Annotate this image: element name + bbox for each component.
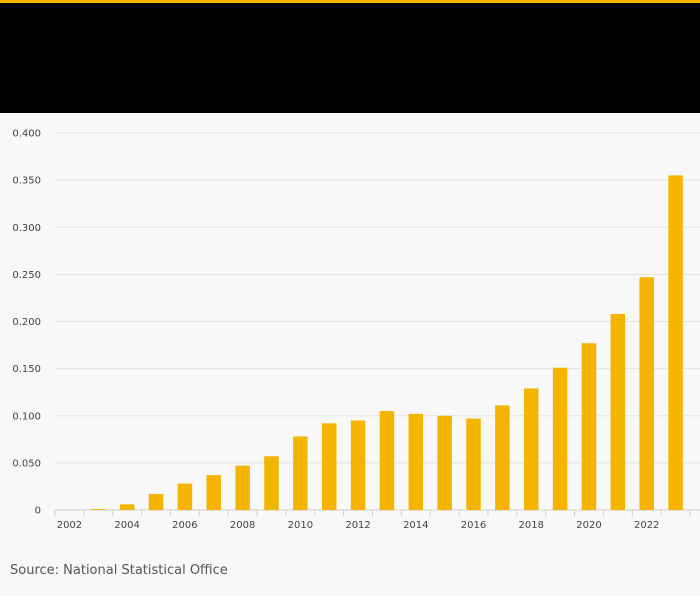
y-tick-label: 0.050 [12, 458, 41, 469]
bars [91, 175, 683, 510]
y-tick-label: 0.400 [12, 129, 41, 140]
bar-2008 [235, 465, 250, 510]
y-tick-label: 0.250 [12, 270, 41, 281]
x-tick-label: 2004 [114, 520, 139, 531]
bar-2017 [495, 405, 510, 510]
bar-2012 [350, 420, 366, 510]
bar-2021 [610, 313, 626, 510]
bar-2004 [119, 504, 135, 510]
bar-2018 [524, 388, 539, 510]
header-band [0, 3, 700, 113]
bar-2015 [437, 415, 452, 510]
y-tick-label: 0.350 [12, 176, 41, 187]
x-tick-label: 2018 [519, 520, 544, 531]
x-tick-label: 2022 [634, 520, 659, 531]
x-tick-label: 2012 [345, 520, 370, 531]
y-tick-label: 0.200 [12, 317, 41, 328]
bar-2010 [293, 436, 308, 510]
x-tick-label: 2014 [403, 520, 428, 531]
chart-area: 0 0.050 0.100 0.150 0.200 0.250 0.300 0.350 0.40… [0, 113, 700, 553]
bar-2006 [177, 483, 193, 510]
bar-2013 [379, 411, 395, 510]
bar-2011 [321, 423, 337, 510]
y-tick-label: 0 [35, 506, 41, 517]
x-tick-label: 2008 [230, 520, 255, 531]
y-axis-ticks: 0 0.050 0.100 0.150 0.200 0.250 0.300 0.350 0.40… [12, 129, 41, 517]
x-tick-label: 2002 [57, 520, 82, 531]
x-axis-ticks: 2002 2004 2006 2008 2010 2012 2014 2016 2018 2020… [54, 510, 691, 531]
bar-2003 [91, 509, 106, 510]
top-accent-bar [0, 0, 700, 3]
bar-2005 [148, 493, 164, 510]
y-tick-label: 0.150 [12, 364, 41, 375]
x-tick-label: 2010 [288, 520, 313, 531]
bar-2009 [264, 456, 279, 510]
source-note: Source: National Statistical Office [10, 563, 228, 578]
bar-2023 [668, 175, 683, 510]
y-tick-label: 0.300 [12, 223, 41, 234]
bar-2016 [466, 418, 481, 510]
y-tick-label: 0.100 [12, 411, 41, 422]
x-tick-label: 2020 [576, 520, 601, 531]
x-tick-label: 2006 [172, 520, 197, 531]
bar-2007 [206, 475, 221, 510]
bar-2014 [408, 413, 424, 510]
grid-lines [55, 132, 700, 511]
bar-chart: 0 0.050 0.100 0.150 0.200 0.250 0.300 0.350 0.40… [12, 129, 700, 531]
bar-2019 [552, 367, 568, 510]
bar-2020 [581, 343, 597, 510]
x-tick-label: 2016 [461, 520, 486, 531]
bar-2022 [639, 277, 654, 510]
